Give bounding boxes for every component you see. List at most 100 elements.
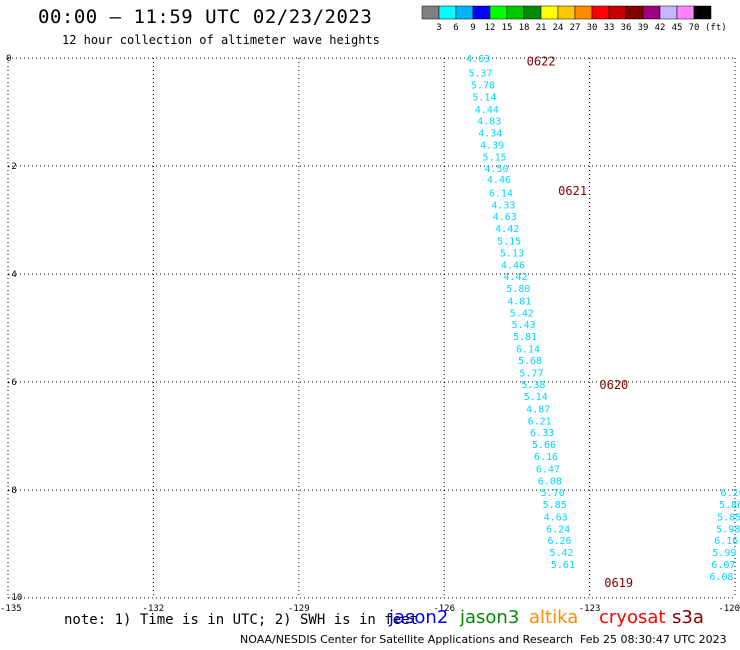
x-tick-label: -132 bbox=[143, 604, 165, 614]
legend-cryosat: cryosat bbox=[599, 607, 666, 628]
x-tick-label: -129 bbox=[288, 604, 310, 614]
legend-tick-label: 30 bbox=[587, 23, 598, 33]
legend-swatch bbox=[506, 5, 525, 20]
time-label: 0621 bbox=[558, 184, 587, 198]
wave-height-point: 6.08 bbox=[709, 572, 733, 583]
legend-swatch bbox=[676, 5, 695, 20]
legend-tick-label: 12 bbox=[485, 23, 496, 33]
legend-swatch bbox=[557, 5, 576, 20]
wave-height-point: 5.99 bbox=[712, 548, 736, 559]
wave-height-point: 4.39 bbox=[480, 140, 504, 151]
legend-tick-label: 42 bbox=[655, 23, 666, 33]
wave-height-point: 5.61 bbox=[551, 560, 575, 571]
wave-height-point: 5.15 bbox=[483, 152, 507, 163]
wave-height-point: 4.87 bbox=[526, 404, 550, 415]
legend-tick-label: 18 bbox=[519, 23, 530, 33]
wave-height-point: 4.42 bbox=[503, 272, 527, 283]
y-tick-label: 0 bbox=[6, 54, 11, 64]
legend-tick-label: 24 bbox=[553, 23, 564, 33]
wave-height-point: 6.24 bbox=[546, 524, 570, 535]
x-tick-label: -123 bbox=[579, 604, 601, 614]
wave-height-point: 5.15 bbox=[497, 237, 521, 248]
legend-swatch bbox=[472, 5, 491, 20]
legend-swatch bbox=[523, 5, 542, 20]
wave-height-point: 4.42 bbox=[495, 224, 519, 235]
wave-height-point: 5.86 bbox=[719, 500, 740, 511]
wave-height-point: 5.66 bbox=[532, 440, 556, 451]
legend-altika: altika bbox=[529, 607, 579, 628]
wave-height-point: 5.78 bbox=[471, 80, 495, 91]
x-tick-label: -120 bbox=[718, 604, 740, 614]
time-label: 0620 bbox=[599, 378, 628, 392]
wave-height-point: 6.16 bbox=[534, 452, 558, 463]
legend-swatch bbox=[659, 5, 678, 20]
time-label: 0622 bbox=[527, 55, 556, 69]
wave-height-point: 6.16 bbox=[714, 536, 738, 547]
legend-swatch bbox=[540, 5, 559, 20]
legend-tick-label: 39 bbox=[638, 23, 649, 33]
legend-swatch bbox=[693, 5, 712, 20]
y-tick-label: -4 bbox=[6, 270, 17, 280]
legend-tick-label: 45 bbox=[672, 23, 683, 33]
wave-height-point: 5.81 bbox=[513, 332, 537, 343]
wave-height-point: 4.34 bbox=[478, 129, 502, 140]
credit-text: NOAA/NESDIS Center for Satellite Applica… bbox=[240, 633, 574, 646]
legend-swatch bbox=[625, 5, 644, 20]
wave-height-point: 5.37 bbox=[469, 69, 493, 80]
wave-height-point: 4.33 bbox=[491, 200, 515, 211]
wave-height-point: 5.68 bbox=[518, 356, 542, 367]
wave-height-point: 5.38 bbox=[521, 380, 545, 391]
legend-swatch bbox=[455, 5, 474, 20]
wave-height-point: 5.70 bbox=[541, 488, 565, 499]
chart-subtitle: 12 hour collection of altimeter wave hei… bbox=[62, 33, 380, 47]
legend-swatch bbox=[438, 5, 457, 20]
wave-height-point: 6.33 bbox=[530, 428, 554, 439]
legend-tick-label: 3 bbox=[436, 23, 441, 33]
y-tick-label: -2 bbox=[6, 162, 17, 172]
wave-height-point: 4.81 bbox=[507, 296, 531, 307]
legend-tick-label: 15 bbox=[502, 23, 513, 33]
legend-jason2: jason2 bbox=[389, 607, 449, 628]
x-tick-label: -126 bbox=[433, 604, 455, 614]
wave-height-point: 6.07 bbox=[711, 560, 735, 571]
legend-swatch bbox=[574, 5, 593, 20]
wave-height-point: 4.44 bbox=[475, 105, 499, 116]
legend-tick-label: 6 bbox=[453, 23, 458, 33]
y-tick-label: -10 bbox=[6, 593, 22, 603]
time-labels: 0622 0621 0620 0619 bbox=[527, 55, 633, 590]
wave-height-point: 4.63 bbox=[493, 212, 517, 223]
wave-height-point: 5.13 bbox=[500, 248, 524, 259]
legend-tick-label: 9 bbox=[470, 23, 475, 33]
wave-height-point: 4.50 bbox=[484, 164, 508, 175]
wave-height-point: 4.46 bbox=[501, 260, 525, 271]
wave-height-point: 5.80 bbox=[506, 284, 530, 295]
y-tick-label: -6 bbox=[6, 378, 17, 388]
wave-height-point: 5.85 bbox=[717, 512, 740, 523]
wave-height-point: 6.26 bbox=[721, 488, 740, 499]
legend-swatch bbox=[489, 5, 508, 20]
legend-jason3: jason3 bbox=[460, 607, 520, 628]
wave-height-point: 6.14 bbox=[516, 345, 540, 356]
legend-swatch bbox=[421, 5, 440, 20]
time-label: 0619 bbox=[604, 576, 633, 590]
wave-height-point: 5.14 bbox=[524, 392, 548, 403]
wave-height-point: 6.47 bbox=[536, 464, 560, 475]
axis-labels: -135 -132 -129 -126 -123 -120 0 -2 -4 -6 -8 -10 bbox=[0, 54, 740, 614]
wave-height-point: 5.77 bbox=[519, 368, 543, 379]
chart-title: 00:00 – 11:59 UTC 02/23/2023 bbox=[38, 6, 373, 28]
generated-time: Feb 25 08:30:47 UTC 2023 bbox=[580, 633, 727, 646]
wave-height-point: 6.08 bbox=[538, 476, 562, 487]
legend-swatch bbox=[642, 5, 661, 20]
legend-s3a: s3a bbox=[672, 607, 704, 628]
legend-tick-label: 33 bbox=[604, 23, 615, 33]
legend-tick-label: 27 bbox=[570, 23, 581, 33]
legend-tick-label: 21 bbox=[536, 23, 547, 33]
x-tick-label: -135 bbox=[0, 604, 22, 614]
wave-height-point: 5.42 bbox=[549, 548, 573, 559]
legend-tick-label: 70 bbox=[689, 23, 700, 33]
wave-height-point: 6.21 bbox=[528, 416, 552, 427]
wave-height-point: 5.98 bbox=[716, 524, 740, 535]
wave-height-point: 5.14 bbox=[472, 92, 496, 103]
wave-height-point: 5.43 bbox=[512, 320, 536, 331]
